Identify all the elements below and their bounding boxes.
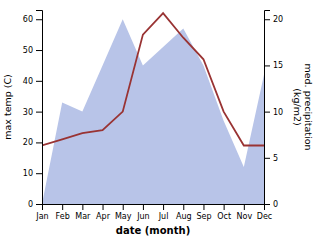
y-tick-mark (36, 81, 42, 82)
x-tick-mark (183, 204, 184, 210)
y-axis: 0 10 20 30 40 50 60 (23, 11, 43, 210)
x-tick-label: Mar (75, 212, 91, 221)
temperature-line (42, 13, 264, 145)
x-tick: Jan (35, 204, 48, 221)
x-tick: May (115, 204, 132, 221)
x-tick-label: Aug (176, 212, 192, 221)
x-tick-mark (103, 204, 104, 210)
y-tick-label: 20 (23, 138, 33, 147)
x-tick-mark (62, 204, 63, 210)
y-tick-label: 60 (23, 15, 33, 24)
x-tick: Aug (176, 204, 192, 221)
y-tick-label: 0 (28, 200, 33, 209)
y2-axis: 0 5 10 15 20 (264, 11, 283, 210)
chart: JanFebMarAprMayJunJulAugSepOctNovDec0102… (0, 0, 318, 242)
y-tick-mark (36, 50, 42, 51)
x-tick: Apr (96, 204, 111, 221)
y2-tick: 20 (264, 15, 283, 24)
x-tick-label: Sep (196, 212, 211, 221)
y2-tick-label: 0 (273, 200, 278, 209)
y-tick-label: 40 (23, 77, 33, 86)
x-tick-label: Feb (56, 212, 70, 221)
x-axis-title: date (month) (116, 225, 190, 236)
y2-tick-mark (264, 65, 270, 66)
x-tick-label: Jun (136, 212, 150, 221)
x-tick-mark (163, 204, 164, 210)
x-tick-mark (244, 204, 245, 210)
y-tick-label: 30 (23, 108, 33, 117)
x-tick-mark (143, 204, 144, 210)
y-tick: 10 (23, 169, 42, 178)
y2-tick-label: 15 (273, 61, 283, 70)
y2-tick: 0 (264, 200, 278, 209)
y-axis-line (36, 11, 43, 205)
y-tick-mark (36, 142, 42, 143)
x-tick-label: Dec (257, 212, 272, 221)
x-tick: Feb (56, 204, 70, 221)
y-axis-title: max temp (C) (2, 74, 13, 140)
y-tick-mark (36, 204, 42, 205)
x-tick: Mar (75, 204, 91, 221)
y-tick-mark (36, 173, 42, 174)
y2-tick: 5 (264, 154, 278, 163)
marks (42, 13, 264, 204)
x-tick-mark (203, 204, 204, 210)
y2-tick-mark (264, 204, 270, 205)
y2-tick: 10 (264, 108, 283, 117)
y-tick: 30 (23, 108, 42, 117)
y-tick: 20 (23, 138, 42, 147)
y2-tick-label: 10 (273, 108, 283, 117)
y2-axis-title-line: med. precipitation (303, 63, 314, 150)
y-tick: 0 (28, 200, 42, 209)
x-tick-mark (123, 204, 124, 210)
y2-axis-title-line: (kg/m2) (292, 88, 303, 125)
y-tick-label: 10 (23, 169, 33, 178)
x-axis: Jan Feb Mar Apr May Jun Jul Aug Sep Oct Nov Dec (35, 204, 272, 221)
y-tick-mark (36, 112, 42, 113)
y2-tick: 15 (264, 61, 283, 70)
y-tick: 60 (23, 15, 42, 24)
y-tick: 40 (23, 77, 42, 86)
y2-axis-line (265, 11, 271, 205)
x-tick-label: Jan (35, 212, 48, 221)
x-tick: Sep (196, 204, 211, 221)
y2-tick-label: 5 (273, 154, 278, 163)
y-tick-label: 50 (23, 46, 33, 55)
x-axis-line (43, 205, 265, 211)
x-tick: Oct (217, 204, 231, 221)
y2-tick-mark (264, 19, 270, 20)
x-tick-label: Nov (237, 212, 253, 221)
x-tick-label: Apr (96, 212, 111, 221)
y2-tick-label: 20 (273, 15, 283, 24)
x-tick-label: May (115, 212, 132, 221)
x-tick: Dec (257, 204, 272, 221)
x-tick-mark (224, 204, 225, 210)
y2-tick-mark (264, 158, 270, 159)
x-tick: Jul (158, 204, 169, 221)
x-tick-label: Jul (158, 212, 169, 221)
plot-area: JanFebMarAprMayJunJulAugSepOctNovDec0102… (23, 11, 283, 221)
x-tick: Jun (136, 204, 150, 221)
y2-tick-mark (264, 112, 270, 113)
y-tick-mark (36, 19, 42, 20)
chart-container: JanFebMarAprMayJunJulAugSepOctNovDec0102… (0, 0, 318, 242)
y2-axis-title: med. precipitation(kg/m2) (292, 63, 314, 150)
x-tick-mark (82, 204, 83, 210)
x-tick-label: Oct (217, 212, 231, 221)
x-tick: Nov (237, 204, 253, 221)
precipitation-area (42, 19, 264, 204)
y-tick: 50 (23, 46, 42, 55)
